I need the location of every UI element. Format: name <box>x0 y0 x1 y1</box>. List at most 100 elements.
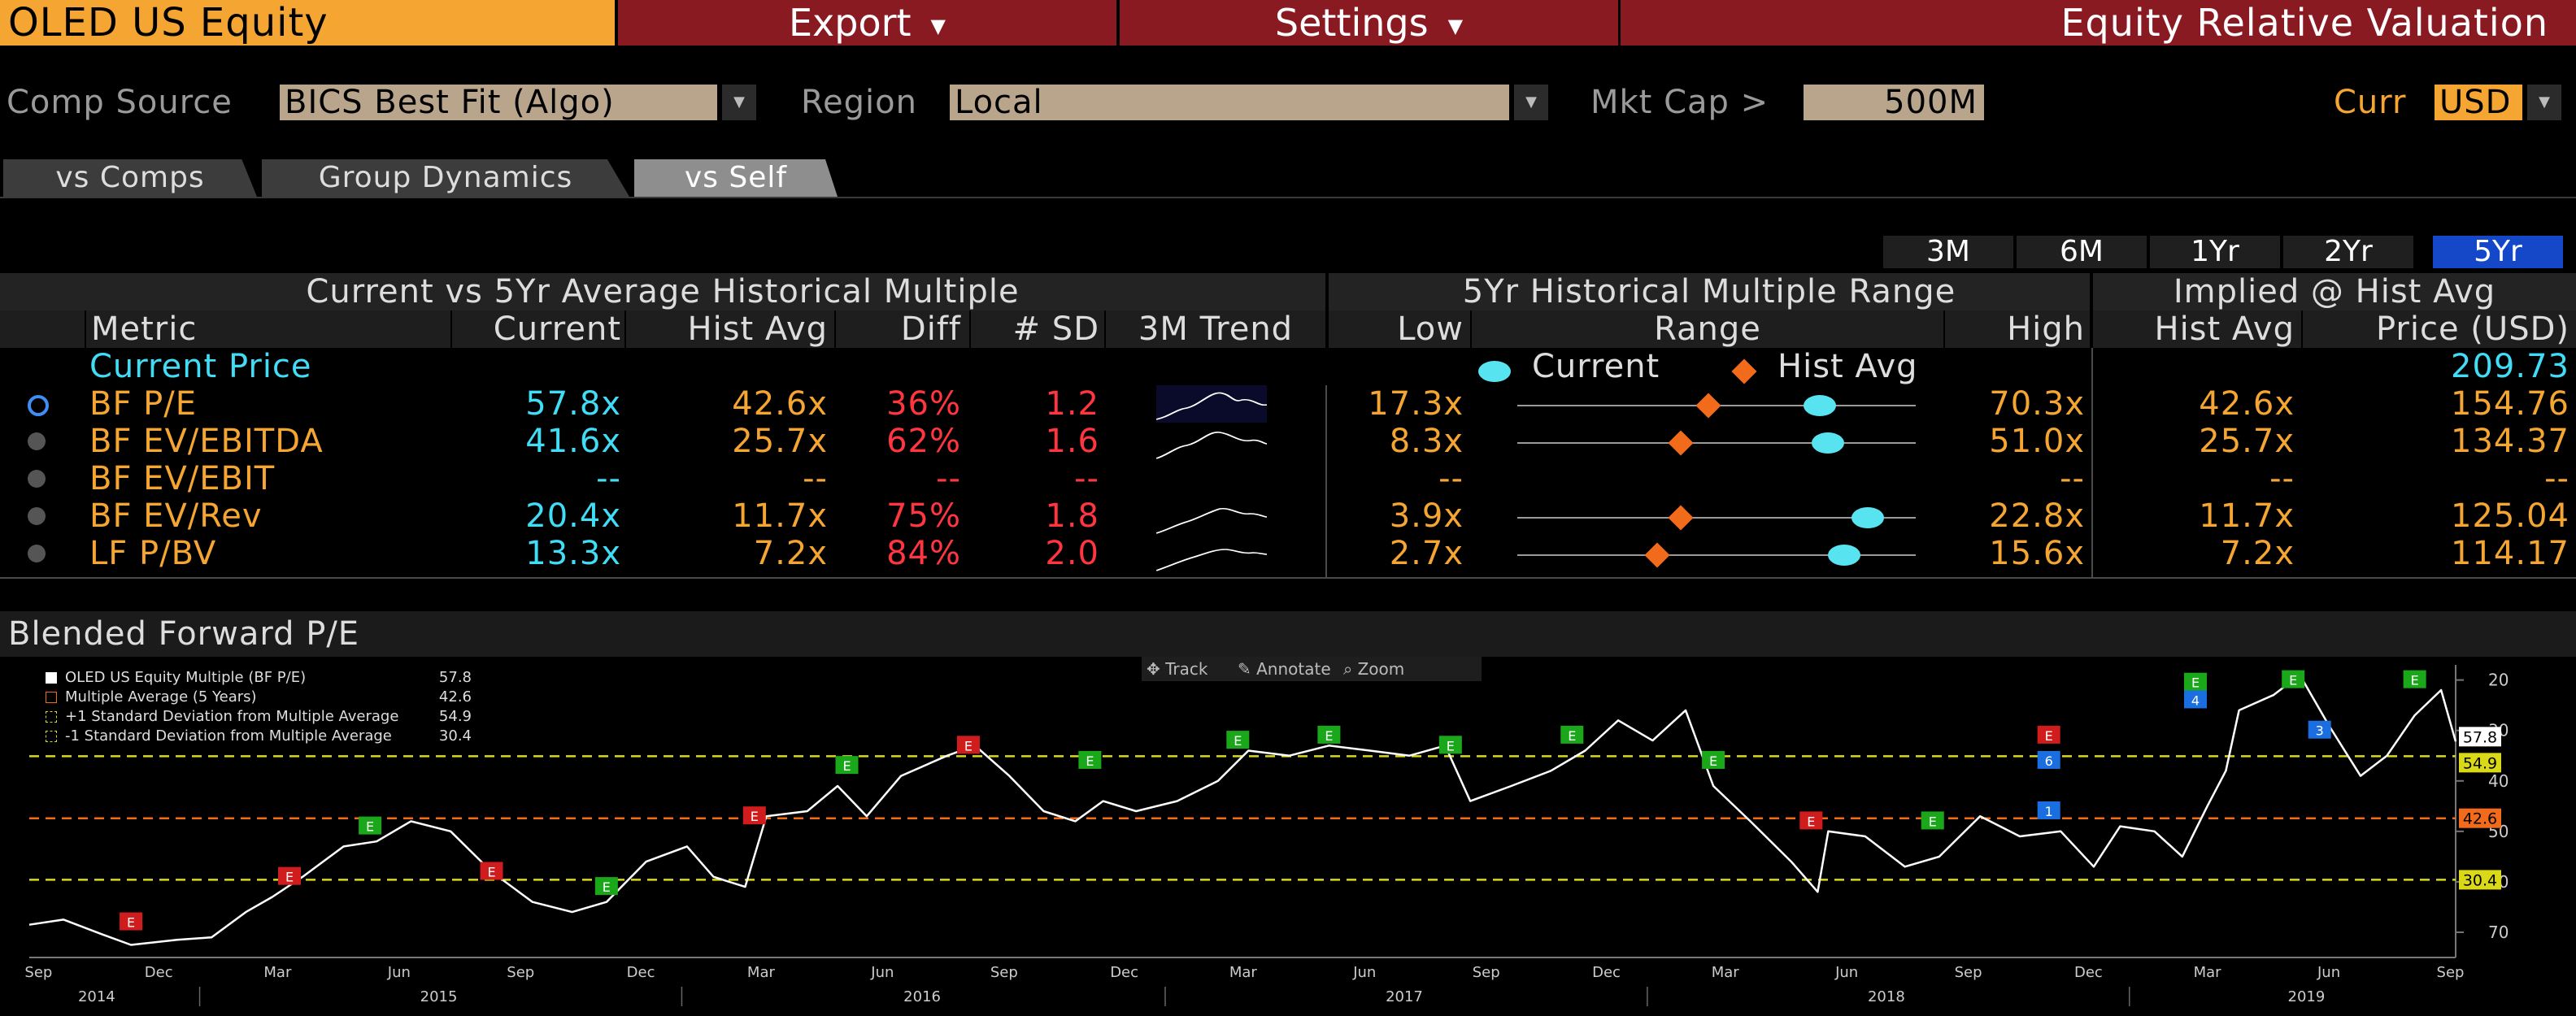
annotate-tool[interactable]: ✎ Annotate <box>1238 659 1331 679</box>
legend-item[interactable]: OLED US Equity Multiple (BF P/E) 57.8 <box>42 668 472 688</box>
event-marker-icon[interactable] <box>2282 670 2305 688</box>
export-menu-button[interactable]: Export ▼ <box>618 0 1116 46</box>
y-tick-label: 70 <box>2488 923 2509 942</box>
cell-current: 13.3x <box>525 535 621 572</box>
period-6m-button[interactable]: 6M <box>2017 236 2147 268</box>
col-header-metric[interactable]: Metric <box>86 310 450 348</box>
period-3m-button[interactable]: 3M <box>1883 236 2013 268</box>
event-marker-label: E <box>842 758 851 774</box>
ticker-field[interactable]: OLED US Equity <box>0 0 615 46</box>
row-select-radio[interactable] <box>28 507 46 525</box>
event-marker-icon[interactable] <box>1078 750 1102 769</box>
pe-chart[interactable]: 70605040302057.854.942.630.4EEEEEEEEEEEE… <box>0 657 2576 1016</box>
col-header-range: Range <box>1472 310 1943 348</box>
event-marker-icon[interactable] <box>480 862 503 880</box>
x-year-label: 2016 <box>903 988 941 1005</box>
chevron-down-icon[interactable]: ▼ <box>1514 85 1548 120</box>
col-header-current[interactable]: Current <box>452 310 624 348</box>
event-marker-icon[interactable] <box>742 806 766 825</box>
event-marker-label: E <box>2045 728 2053 744</box>
tab-vs-comps[interactable]: vs Comps <box>3 159 257 197</box>
x-year-label: 2019 <box>2288 988 2326 1005</box>
cell-hist-avg: 7.2x <box>753 535 828 572</box>
event-marker-icon[interactable] <box>1702 750 1725 769</box>
col-header-high[interactable]: High <box>1945 310 2090 348</box>
col-header-hist-avg[interactable]: Hist Avg <box>626 310 834 348</box>
cell-hist-avg2: 7.2x <box>2220 535 2295 572</box>
event-marker-icon[interactable] <box>1317 725 1341 744</box>
period-1yr-button[interactable]: 1Yr <box>2150 236 2280 268</box>
comp-source-select[interactable]: BICS Best Fit (Algo) <box>280 85 717 120</box>
event-marker-icon[interactable] <box>594 877 618 896</box>
event-marker-icon[interactable] <box>1560 725 1584 744</box>
event-marker-icon[interactable] <box>1438 736 1462 754</box>
metric-name[interactable]: LF P/BV <box>89 535 217 572</box>
legend-item[interactable]: Multiple Average (5 Years) 42.6 <box>42 688 472 707</box>
metric-name[interactable]: BF EV/EBIT <box>89 460 276 497</box>
current-price-label: Current Price <box>89 348 312 385</box>
cell-price: 125.04 <box>2451 497 2569 535</box>
event-marker-label: E <box>1086 753 1094 769</box>
col-header-sd[interactable]: # SD <box>971 310 1104 348</box>
row-select-radio[interactable] <box>28 395 49 416</box>
chevron-down-icon[interactable]: ▼ <box>722 85 756 120</box>
currency-select[interactable]: USD <box>2435 85 2522 120</box>
event-marker-icon[interactable] <box>1799 811 1823 830</box>
event-marker-icon[interactable] <box>2183 690 2207 709</box>
trend-sparkline <box>1156 432 1267 459</box>
event-marker-icon[interactable] <box>2037 750 2060 769</box>
hist-avg-marker <box>1695 393 1721 419</box>
event-marker-icon[interactable] <box>120 912 143 931</box>
event-marker-icon[interactable] <box>2308 720 2331 739</box>
event-marker-icon[interactable] <box>359 816 382 835</box>
curr-label: Curr <box>2334 84 2407 121</box>
tab-group-dynamics[interactable]: Group Dynamics <box>262 159 629 197</box>
event-marker-icon[interactable] <box>2183 672 2207 691</box>
zoom-tool[interactable]: ⌕ Zoom <box>1343 659 1405 679</box>
region-select[interactable]: Local <box>950 85 1509 120</box>
col-header-trend[interactable]: 3M Trend <box>1106 310 1325 348</box>
col-header-diff[interactable]: Diff <box>836 310 969 348</box>
row-select-radio[interactable] <box>28 545 46 562</box>
chevron-down-icon[interactable]: ▼ <box>2527 85 2561 120</box>
event-marker-icon[interactable] <box>1226 731 1250 749</box>
row-select-radio[interactable] <box>28 432 46 450</box>
track-tool[interactable]: ✥ Track <box>1147 659 1208 679</box>
period-2yr-button[interactable]: 2Yr <box>2283 236 2413 268</box>
row-select-radio[interactable] <box>28 470 46 488</box>
x-month-label: Dec <box>2074 964 2103 981</box>
event-marker-icon[interactable] <box>835 756 859 775</box>
x-month-label: Dec <box>145 964 173 981</box>
tab-vs-self[interactable]: vs Self <box>634 159 838 197</box>
x-month-label: Sep <box>2437 964 2465 981</box>
settings-menu-button[interactable]: Settings ▼ <box>1120 0 1618 46</box>
event-marker-icon[interactable] <box>2037 725 2060 744</box>
metric-name[interactable]: BF P/E <box>89 385 198 423</box>
x-month-label: Sep <box>1473 964 1500 981</box>
mkt-cap-input[interactable]: 500M <box>1804 85 1984 120</box>
col-header-hist-avg-implied[interactable]: Hist Avg <box>2093 310 2301 348</box>
cell-hist-avg: 11.7x <box>732 497 828 535</box>
value-tag-label: 54.9 <box>2463 754 2497 772</box>
cell-hist-avg: 42.6x <box>732 385 828 423</box>
legend-item[interactable]: -1 Standard Deviation from Multiple Aver… <box>42 727 472 746</box>
event-marker-icon[interactable] <box>2037 801 2060 819</box>
comp-source-label: Comp Source <box>7 84 233 121</box>
hist-avg-marker <box>1643 542 1670 568</box>
hist-avg-marker <box>1668 430 1694 456</box>
cell-high: 51.0x <box>1989 423 2085 460</box>
col-header-low[interactable]: Low <box>1329 310 1470 348</box>
metric-name[interactable]: BF EV/EBITDA <box>89 423 324 460</box>
period-5yr-button[interactable]: 5Yr <box>2433 236 2563 268</box>
event-marker-icon[interactable] <box>2403 670 2426 688</box>
metric-name[interactable]: BF EV/Rev <box>89 497 263 535</box>
event-marker-icon[interactable] <box>956 736 980 754</box>
cell-sd: 2.0 <box>1045 535 1099 572</box>
event-marker-icon[interactable] <box>278 866 302 885</box>
cell-high: -- <box>2060 460 2085 497</box>
legend-item[interactable]: +1 Standard Deviation from Multiple Aver… <box>42 707 472 727</box>
event-marker-label: E <box>1807 814 1815 829</box>
col-header-price[interactable]: Price (USD) <box>2303 310 2576 348</box>
cell-price: 134.37 <box>2451 423 2569 460</box>
event-marker-icon[interactable] <box>1921 811 1944 830</box>
